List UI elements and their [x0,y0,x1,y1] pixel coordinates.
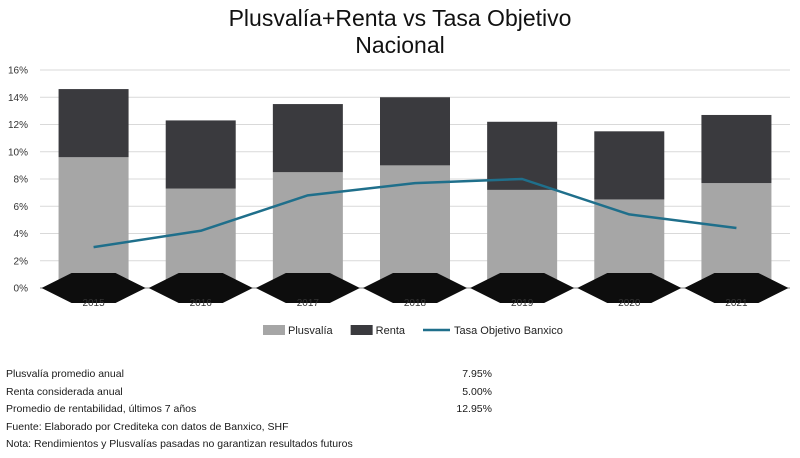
x-tick-label: 2017 [297,298,320,309]
y-tick-label: 8% [14,175,29,186]
y-tick-label: 14% [8,93,28,104]
note-value: 12.95% [456,403,492,415]
bar-plusval-a [272,172,343,288]
note-row: Renta considerada anual 5.00% [6,384,606,402]
legend-swatch [263,325,285,335]
note-row: Plusvalía promedio anual 7.95% [6,366,606,384]
note-label: Nota: Rendimientos y Plusvalías pasadas … [6,438,353,450]
bar-renta [272,104,343,173]
note-label: Promedio de rentabilidad, últimos 7 años [6,403,197,415]
legend-label: Renta [376,325,406,337]
bar-renta [701,114,772,184]
x-tick-label: 2019 [511,298,534,309]
note-label: Plusvalía promedio anual [6,368,124,380]
x-tick-label: 2021 [725,298,748,309]
notes-block: Plusvalía promedio anual 7.95% Renta con… [6,366,606,454]
bar-renta [165,120,236,189]
y-tick-label: 0% [14,284,29,295]
y-tick-label: 2% [14,256,29,267]
x-tick-label: 2016 [190,298,213,309]
axis-diamond-marker [577,273,682,303]
axis-diamond-marker [470,273,575,303]
note-row: Promedio de rentabilidad, últimos 7 años… [6,401,606,419]
legend-label: Tasa Objetivo Banxico [454,325,563,337]
bar-plusval-a [701,183,772,288]
y-tick-label: 4% [14,229,29,240]
axis-diamond-marker [41,273,146,303]
axis-diamond-marker [363,273,467,303]
legend: Plusvalía Renta Tasa Objetivo Banxico [263,325,563,337]
x-axis-ticks: 2015 2016 2017 2018 2019 2020 2021 [82,298,748,309]
note-label: Renta considerada anual [6,385,123,398]
bars [58,89,772,288]
disclaimer-note: Nota: Rendimientos y Plusvalías pasadas … [6,436,606,454]
note-label: Fuente: Elaborado por Crediteka con dato… [6,420,289,433]
x-tick-label: 2020 [618,298,641,309]
y-tick-label: 16% [8,66,28,77]
bar-renta [380,97,450,166]
chart-subtitle: Nacional [355,32,445,58]
x-tick-label: 2018 [404,298,427,309]
bar-renta [58,89,129,158]
note-value: 5.00% [462,385,492,398]
bar-plusval-a [487,189,558,288]
note-value: 7.95% [462,368,492,380]
source-note: Fuente: Elaborado por Crediteka con dato… [6,419,606,437]
y-tick-label: 10% [8,147,28,158]
axis-diamond-marker [255,273,360,303]
legend-swatch [350,325,373,335]
line-series [93,177,737,249]
bar-plusval-a [165,188,236,288]
x-tick-label: 2015 [82,298,105,309]
bar-plusval-a [58,157,129,288]
chart: Plusvalía+Renta vs Tasa Objetivo Naciona… [8,5,790,337]
legend-label: Plusvalía [288,325,334,337]
axis-diamond-marker [684,273,789,303]
line-tasa-objetivo-banxico [93,177,737,249]
axis-markers [41,273,789,303]
y-axis-ticks: 0% 2% 4% 6% 8% 10% 12% 14% 16% [8,66,28,295]
axis-diamond-marker [148,273,253,303]
bar-renta [594,131,665,200]
y-tick-label: 6% [14,202,29,213]
y-tick-label: 12% [8,120,28,131]
chart-title: Plusvalía+Renta vs Tasa Objetivo [229,5,572,31]
